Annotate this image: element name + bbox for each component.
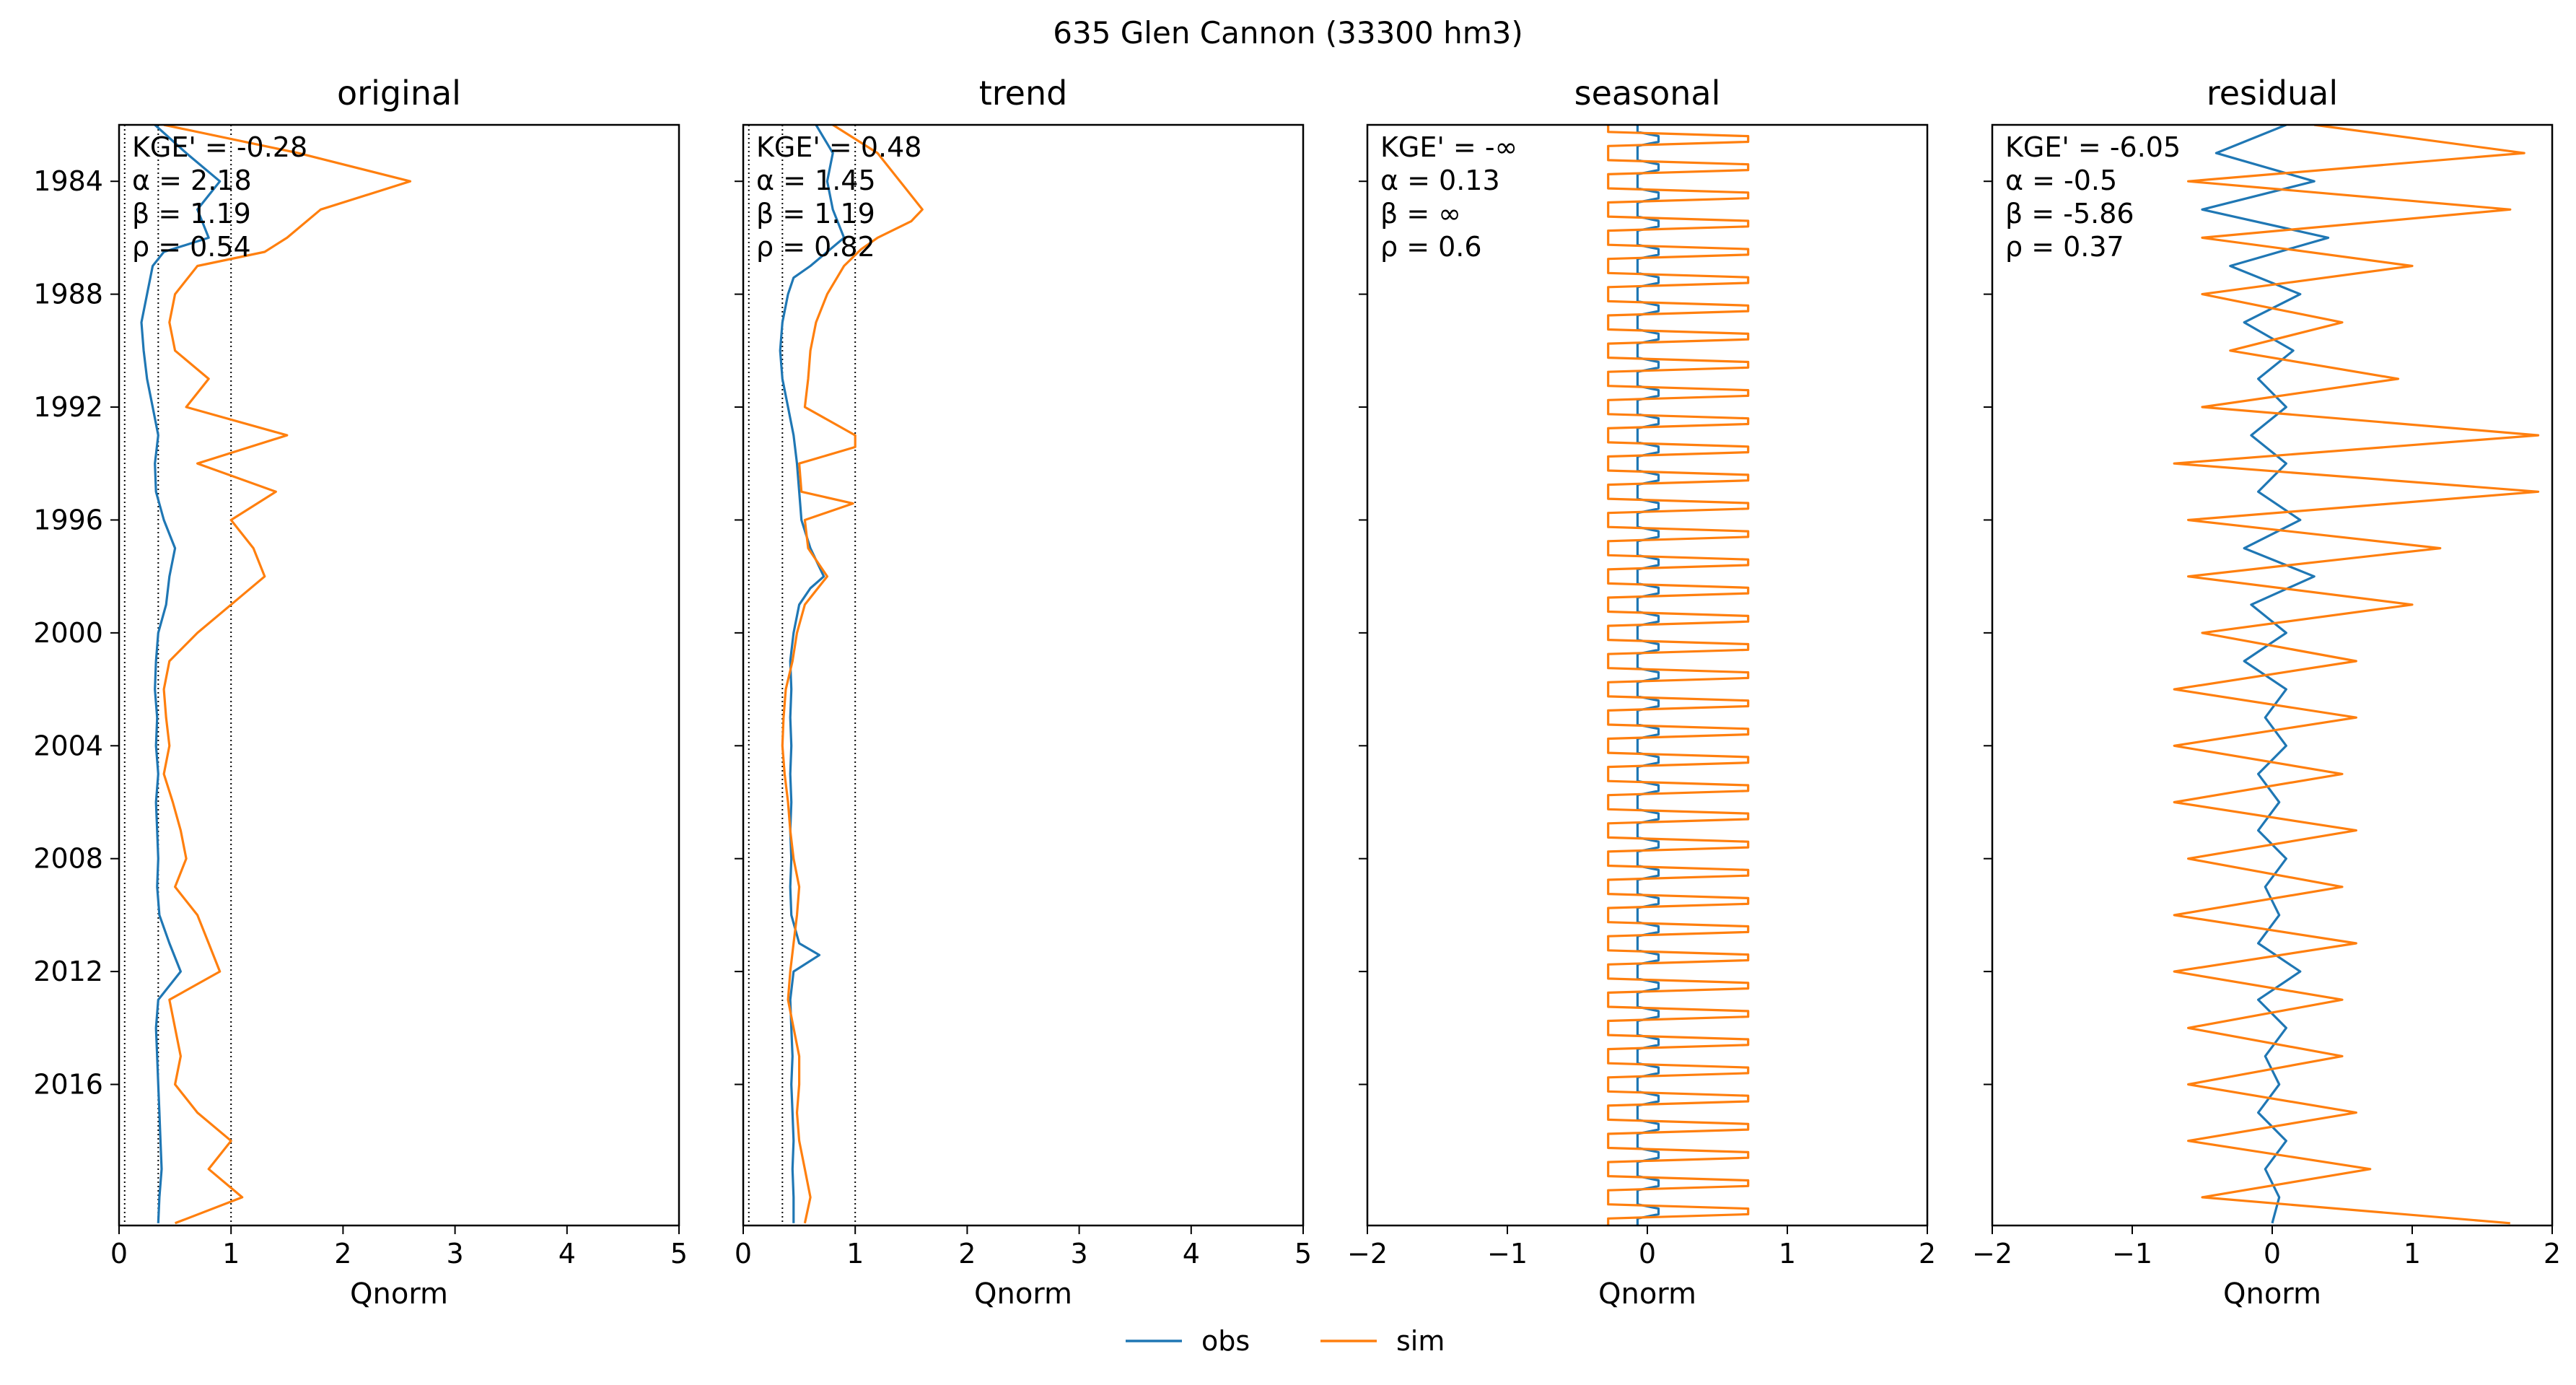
metric-text: KGE' = -0.28 bbox=[132, 131, 307, 163]
x-tick-label: −1 bbox=[2112, 1238, 2152, 1270]
x-tick-label: 2 bbox=[2544, 1238, 2561, 1270]
panel-title: residual bbox=[2207, 74, 2338, 113]
x-tick-label: −2 bbox=[1347, 1238, 1388, 1270]
x-tick-label: 5 bbox=[1294, 1238, 1312, 1270]
series-sim-line bbox=[781, 125, 924, 1224]
x-tick-label: 1 bbox=[2404, 1238, 2421, 1270]
panel-residual: residual −2 −1 0 1 2 Qnorm KGE' = -6.05α = -0.5… bbox=[1972, 74, 2561, 1311]
panel-title: seasonal bbox=[1574, 74, 1721, 113]
axes-frame bbox=[742, 123, 1305, 1227]
panel-trend: trend 0 1 2 3 4 5 Qnorm KGE' = 0.48α = 1.45β = 1… bbox=[735, 74, 1312, 1311]
series-obs-line bbox=[779, 125, 846, 1223]
y-tick-label: 1992 bbox=[33, 391, 103, 423]
figure-title: 635 Glen Cannon (33300 hm3) bbox=[1053, 15, 1523, 51]
legend: obs sim bbox=[1126, 1325, 1445, 1357]
series-sim-line bbox=[1607, 125, 1750, 1225]
metric-text: β = -5.86 bbox=[2005, 198, 2134, 230]
x-tick-label: 1 bbox=[1779, 1238, 1796, 1270]
metric-text: β = ∞ bbox=[1380, 198, 1461, 230]
panel-title: trend bbox=[979, 74, 1068, 113]
series-group bbox=[1607, 125, 1750, 1225]
x-axis-label: Qnorm bbox=[974, 1277, 1072, 1311]
metric-text: KGE' = -∞ bbox=[1380, 131, 1517, 163]
metric-text: α = 0.13 bbox=[1380, 165, 1500, 196]
series-group bbox=[2173, 125, 2540, 1225]
legend-entry-obs: obs bbox=[1126, 1325, 1250, 1357]
panel-title: original bbox=[337, 74, 461, 113]
metric-text: ρ = 0.6 bbox=[1380, 231, 1482, 263]
metric-text: β = 1.19 bbox=[756, 198, 875, 230]
axes-frame bbox=[118, 123, 680, 1227]
y-tick-label: 1988 bbox=[33, 279, 103, 310]
metric-text: ρ = 0.54 bbox=[132, 231, 251, 263]
metric-text: ρ = 0.37 bbox=[2005, 231, 2124, 263]
x-axis-label: Qnorm bbox=[1598, 1277, 1696, 1311]
metric-text: ρ = 0.82 bbox=[756, 231, 875, 263]
x-tick-label: 4 bbox=[558, 1238, 576, 1270]
x-axis-label: Qnorm bbox=[350, 1277, 448, 1311]
series-group bbox=[140, 125, 412, 1225]
x-tick-label: 3 bbox=[1071, 1238, 1088, 1270]
panel-seasonal: seasonal −2 −1 0 1 2 Qnorm KGE' = -∞α = 0.13β =… bbox=[1347, 74, 1936, 1311]
series-obs-line bbox=[1636, 125, 1660, 1225]
metric-text: KGE' = 0.48 bbox=[756, 131, 921, 163]
y-tick-label: 2004 bbox=[33, 730, 103, 761]
x-tick-label: 1 bbox=[846, 1238, 864, 1270]
y-tick-label: 2012 bbox=[33, 956, 103, 987]
metric-text: α = -0.5 bbox=[2005, 165, 2117, 196]
x-axis-label: Qnorm bbox=[2223, 1277, 2321, 1311]
x-tick-label: 3 bbox=[447, 1238, 464, 1270]
y-tick-label: 1996 bbox=[33, 504, 103, 536]
y-tick-label: 1984 bbox=[33, 165, 103, 197]
x-tick-label: 0 bbox=[110, 1238, 128, 1270]
x-tick-label: 5 bbox=[670, 1238, 688, 1270]
y-tick-label: 2016 bbox=[33, 1069, 103, 1101]
series-sim-line bbox=[2173, 125, 2540, 1225]
x-tick-label: 1 bbox=[222, 1238, 240, 1270]
series-sim-line bbox=[162, 125, 412, 1225]
y-tick-label: 2000 bbox=[33, 617, 103, 649]
metric-text: α = 2.18 bbox=[132, 165, 252, 196]
y-tick-label: 2008 bbox=[33, 843, 103, 875]
legend-label: sim bbox=[1396, 1325, 1445, 1357]
x-tick-label: −2 bbox=[1972, 1238, 2012, 1270]
legend-label: obs bbox=[1201, 1325, 1250, 1357]
metric-text: β = 1.19 bbox=[132, 198, 251, 230]
x-tick-label: 0 bbox=[735, 1238, 752, 1270]
x-tick-label: 2 bbox=[1919, 1238, 1936, 1270]
x-tick-label: 0 bbox=[2264, 1238, 2281, 1270]
x-tick-label: 2 bbox=[334, 1238, 351, 1270]
x-tick-label: −1 bbox=[1487, 1238, 1528, 1270]
series-obs-line bbox=[140, 125, 222, 1223]
metric-text: KGE' = -6.05 bbox=[2005, 131, 2181, 163]
series-group bbox=[779, 125, 924, 1224]
x-tick-label: 0 bbox=[1639, 1238, 1656, 1270]
x-tick-label: 4 bbox=[1183, 1238, 1200, 1270]
panel-original: original 0 1 2 3 4 5 Qnorm 1984 1988 1992 1996 2000 2… bbox=[33, 74, 688, 1311]
x-tick-label: 2 bbox=[958, 1238, 976, 1270]
legend-entry-sim: sim bbox=[1320, 1325, 1445, 1357]
metric-text: α = 1.45 bbox=[756, 165, 876, 196]
